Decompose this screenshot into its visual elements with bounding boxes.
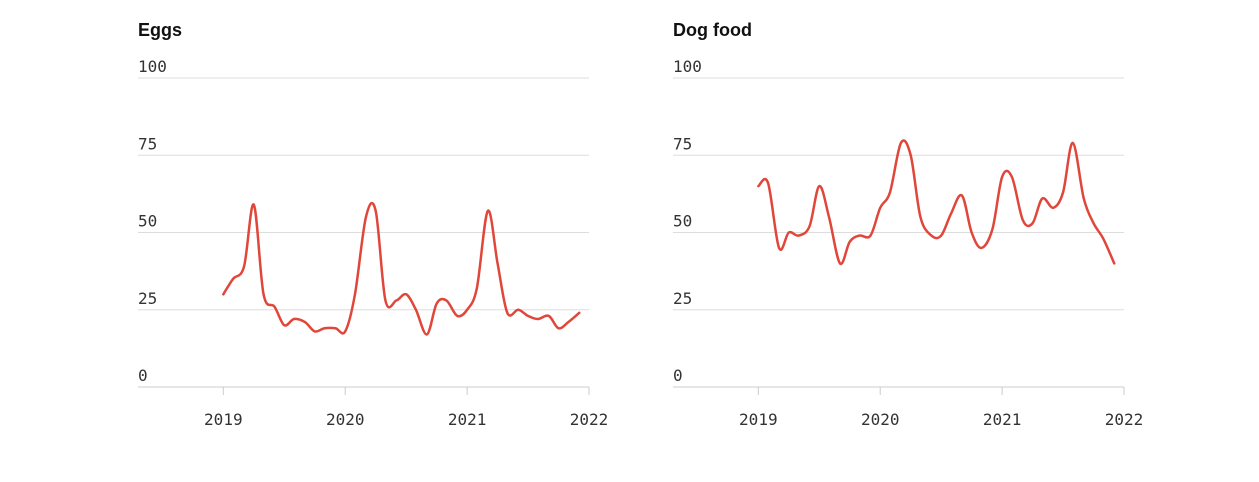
y-tick-label: 100	[138, 57, 167, 76]
x-tick-label: 2021	[448, 410, 487, 429]
chart-plot-dog-food: 0 25 50 75 100 2019 2020 2021 2022	[673, 57, 1144, 429]
y-tick-label: 25	[673, 289, 692, 308]
chart-eggs: Eggs 0 25 50 75 100 2019 2020 2021 2022	[138, 0, 618, 460]
y-tick-label: 50	[673, 212, 692, 231]
chart-title: Eggs	[138, 20, 183, 40]
y-tick-label: 50	[138, 212, 157, 231]
x-tick-label: 2019	[204, 410, 243, 429]
y-tick-label: 0	[138, 366, 148, 385]
x-tick-label: 2019	[739, 410, 778, 429]
y-tick-label: 75	[138, 134, 157, 153]
x-tick-label: 2021	[983, 410, 1022, 429]
y-tick-label: 0	[673, 366, 683, 385]
y-tick-label: 100	[673, 57, 702, 76]
chart-dog-food: Dog food 0 25 50 75 100 2019 2020 2021 2022	[673, 0, 1153, 460]
y-tick-label: 25	[138, 289, 157, 308]
x-tick-label: 2020	[861, 410, 900, 429]
chart-title: Dog food	[673, 20, 752, 40]
series-line	[222, 201, 581, 336]
x-tick-label: 2020	[326, 410, 365, 429]
y-tick-label: 75	[673, 134, 692, 153]
chart-plot-eggs: 0 25 50 75 100 2019 2020 2021 2022	[138, 57, 609, 429]
series-line	[757, 139, 1116, 266]
x-tick-label: 2022	[570, 410, 609, 429]
x-tick-label: 2022	[1105, 410, 1144, 429]
